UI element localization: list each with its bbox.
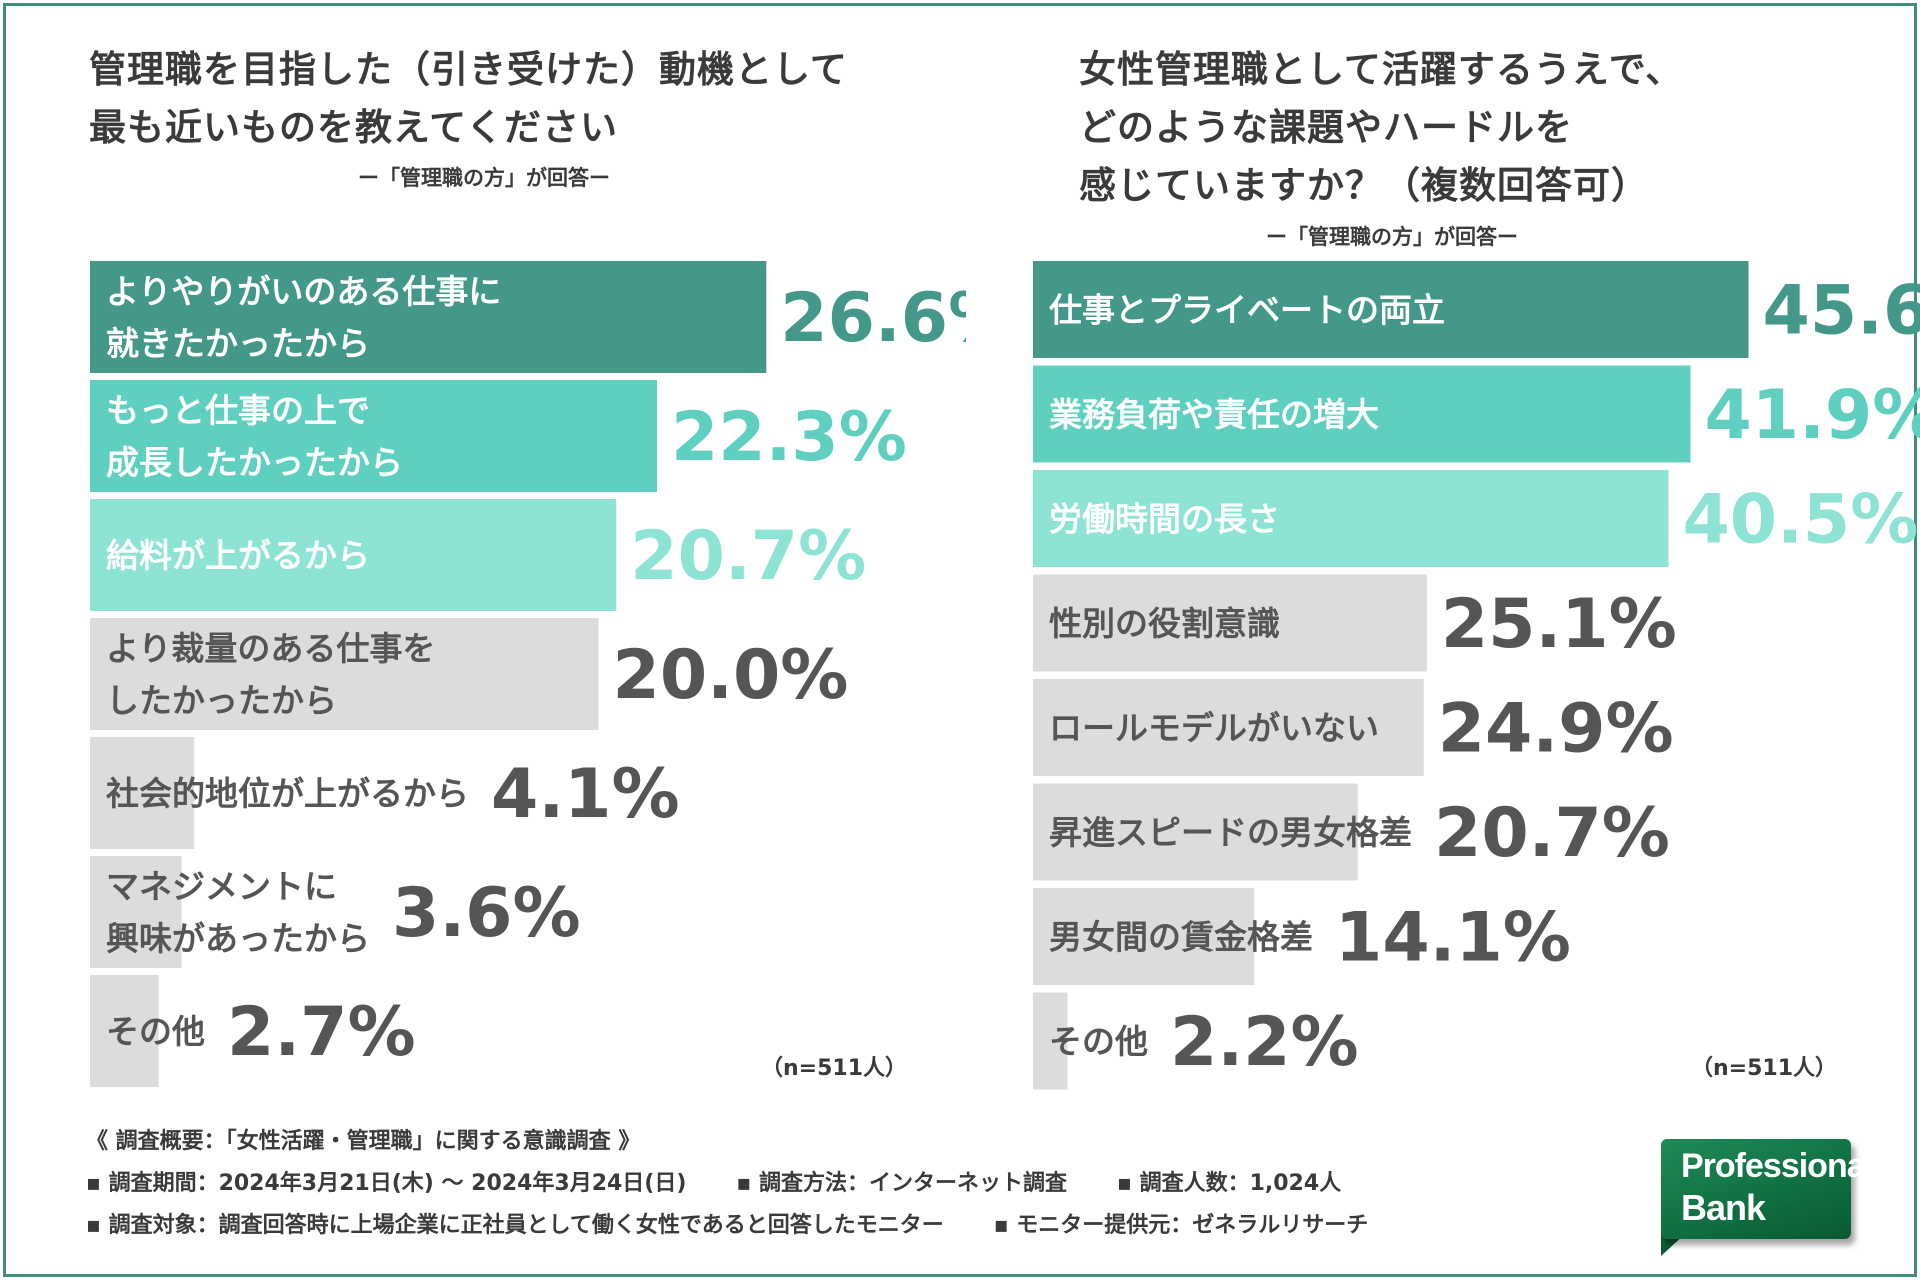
hurdle-category-label: 労働時間の長さ <box>1049 500 1280 539</box>
hurdle-bar <box>1033 679 1424 776</box>
hurdle-category-label: 業務負荷や責任の増大 <box>1049 395 1379 434</box>
hurdle-category-label: 仕事とプライベートの両立 <box>1049 291 1445 330</box>
right-panel: 女性管理職として活躍するうえで、 どのような課題やハードルを 感じていますか？（… <box>966 6 1920 1106</box>
hurdle-value-label: 2.2% <box>1170 1003 1359 1082</box>
logo-line-2: Bank <box>1681 1187 1766 1228</box>
right-sample-size: （n=511人） <box>1691 1056 1838 1081</box>
motive-value-label: 20.0% <box>613 636 849 715</box>
survey-summary: 《 調査概要：「女性活躍・管理職」に関する意識調査 》 ▪ 調査期間：2024年… <box>86 1121 1646 1247</box>
left-title: 管理職を目指した（引き受けた）動機として 最も近いものを教えてください <box>89 41 848 157</box>
hurdle-category-label: その他 <box>1049 1022 1148 1061</box>
motive-bar-group: 給料が上がるから 20.7% <box>90 499 866 611</box>
hurdle-category-label: 性別の役割意識 <box>1049 604 1280 643</box>
motive-bar <box>90 975 159 1087</box>
motive-category-label: 社会的地位が上がるから <box>106 774 469 813</box>
hurdle-bar-group: 労働時間の長さ 40.5% <box>1033 470 1918 567</box>
motive-bar <box>90 499 617 611</box>
hurdle-bar-group: 性別の役割意識 25.1% <box>1033 574 1677 672</box>
right-subtitle: ー「管理職の方」が回答ー <box>1266 225 1518 249</box>
right-title-line-3: 感じていますか？（複数回答可） <box>1079 164 1649 207</box>
left-panel: 管理職を目指した（引き受けた）動機として 最も近いものを教えてください ー「管理… <box>6 6 966 1106</box>
survey-count: ▪ 調査人数：1,024人 <box>1117 1171 1342 1196</box>
motive-category-label: 興味があったから <box>106 919 370 958</box>
motive-value-label: 20.7% <box>630 517 866 596</box>
motive-category-label: より裁量のある仕事を <box>106 629 435 668</box>
motive-category-label: 就きたかったから <box>106 324 370 363</box>
hurdle-bar-group: 男女間の賃金格差 14.1% <box>1033 888 1571 985</box>
survey-method: ▪ 調査方法：インターネット調査 <box>736 1171 1067 1196</box>
left-subtitle: ー「管理職の方」が回答ー <box>358 166 610 190</box>
hurdle-bar <box>1033 574 1427 672</box>
hurdle-bar <box>1033 992 1068 1090</box>
motive-category-label: したかったから <box>106 681 337 720</box>
motive-value-label: 4.1% <box>491 755 680 834</box>
motive-bar-group: その他 2.7% <box>90 975 416 1087</box>
survey-row-2: ▪ 調査対象：調査回答時に上場企業に正社員として働く女性であると回答したモニター… <box>86 1205 1646 1247</box>
right-title: 女性管理職として活躍するうえで、 どのような課題やハードルを 感じていますか？（… <box>1079 41 1683 215</box>
hurdle-value-label: 25.1% <box>1441 585 1677 664</box>
hurdle-bar <box>1033 888 1255 985</box>
motive-category-label: もっと仕事の上で <box>106 391 370 430</box>
hurdle-value-label: 40.5% <box>1682 481 1918 560</box>
hurdle-bar <box>1033 470 1669 567</box>
logo-line-1: Professional <box>1681 1147 1874 1185</box>
hurdle-value-label: 45.6% <box>1763 272 1920 351</box>
logo-ribbon-tail <box>1661 1234 1685 1256</box>
motive-value-label: 26.6% <box>780 279 966 358</box>
hurdle-category-label: ロールモデルがいない <box>1049 709 1379 748</box>
hurdle-bar-group: その他 2.2% <box>1033 992 1359 1090</box>
hurdle-value-label: 14.1% <box>1335 899 1571 978</box>
frame: 管理職を目指した（引き受けた）動機として 最も近いものを教えてください ー「管理… <box>3 3 1920 1277</box>
left-sample-size: （n=511人） <box>761 1056 908 1081</box>
motive-value-label: 3.6% <box>392 874 581 953</box>
motive-category-label: よりやりがいのある仕事に <box>106 272 501 311</box>
motive-category-label: マネジメントに <box>106 867 337 906</box>
hurdle-bar <box>1033 783 1358 881</box>
hurdle-bar-group: 業務負荷や責任の増大 41.9% <box>1033 365 1920 463</box>
motive-category-label: 給料が上がるから <box>106 536 370 575</box>
hurdle-value-label: 20.7% <box>1434 794 1670 873</box>
hurdle-bar-group: ロールモデルがいない 24.9% <box>1033 679 1674 776</box>
motive-bar <box>90 737 195 849</box>
motive-value-label: 2.7% <box>227 993 416 1072</box>
motive-category-label: 成長したかったから <box>106 443 403 482</box>
survey-target: ▪ 調査対象：調査回答時に上場企業に正社員として働く女性であると回答したモニター <box>86 1213 944 1238</box>
motive-category-label: その他 <box>106 1012 205 1051</box>
hurdle-bar-group: 昇進スピードの男女格差 20.7% <box>1033 783 1670 881</box>
motive-bar <box>90 856 182 968</box>
survey-provider: ▪ モニター提供元：ゼネラルリサーチ <box>993 1213 1369 1238</box>
right-title-line-1: 女性管理職として活躍するうえで、 <box>1079 48 1684 91</box>
hurdle-value-label: 24.9% <box>1438 690 1674 769</box>
left-title-line-1: 管理職を目指した（引き受けた）動機として <box>89 48 848 91</box>
right-title-line-2: どのような課題やハードルを <box>1079 106 1573 149</box>
motive-bar <box>90 261 767 373</box>
professional-bank-logo: Professional Bank <box>1661 1139 1874 1239</box>
motive-bar <box>90 380 657 492</box>
left-title-line-2: 最も近いものを教えてください <box>89 106 619 149</box>
motive-value-label: 22.3% <box>671 398 907 477</box>
motive-bar-group: 社会的地位が上がるから 4.1% <box>90 737 680 849</box>
survey-heading: 《 調査概要：「女性活躍・管理職」に関する意識調査 》 <box>86 1129 641 1154</box>
hurdle-category-label: 男女間の賃金格差 <box>1049 918 1313 957</box>
hurdle-category-label: 昇進スピードの男女格差 <box>1049 813 1412 852</box>
survey-period: ▪ 調査期間：2024年3月21日(木) 〜 2024年3月24日(日) <box>86 1171 687 1196</box>
motive-bar <box>90 618 599 730</box>
hurdle-bar <box>1033 365 1691 463</box>
survey-row-1: ▪ 調査期間：2024年3月21日(木) 〜 2024年3月24日(日) ▪ 調査… <box>86 1163 1646 1205</box>
right-bar-chart: 仕事とプライベートの両立 45.6% 業務負荷や責任の増大 41.9% 労働時間の長さ 4… <box>1033 261 1920 1090</box>
hurdle-bar <box>1033 261 1749 358</box>
hurdle-bar-group: 仕事とプライベートの両立 45.6% <box>1033 261 1920 358</box>
hurdle-value-label: 41.9% <box>1704 376 1920 455</box>
